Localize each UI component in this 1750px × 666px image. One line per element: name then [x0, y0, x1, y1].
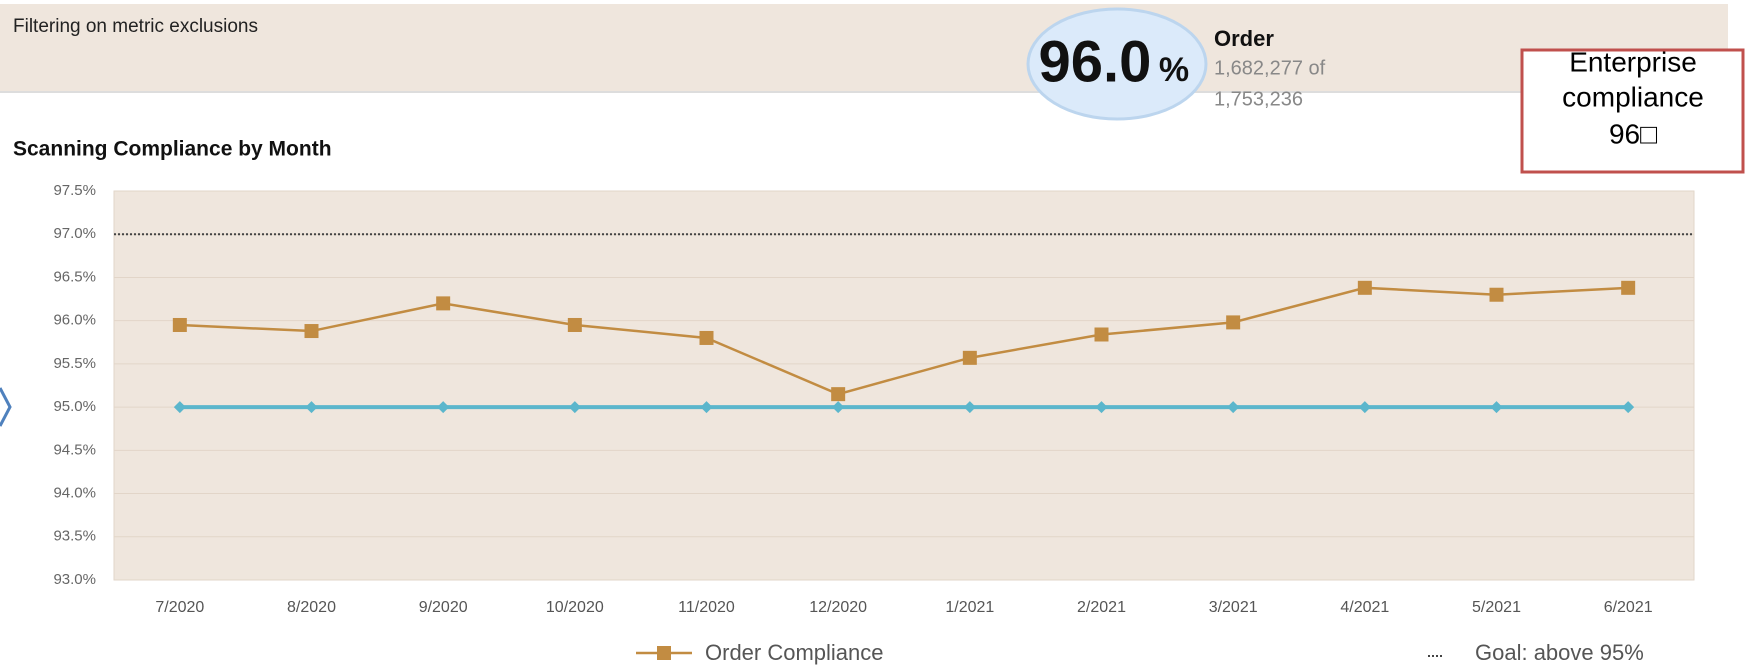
callout-text: compliance: [1562, 81, 1704, 112]
x-tick-label: 4/2021: [1340, 599, 1389, 616]
kpi-value: 96.0: [1039, 29, 1152, 94]
kpi-detail: 1,753,236: [1214, 88, 1303, 110]
marker: [1622, 401, 1635, 414]
marker: [1094, 327, 1109, 342]
x-tick-label: 1/2021: [945, 599, 994, 616]
x-tick-label: 5/2021: [1472, 599, 1521, 616]
plot-area: [113, 190, 1695, 581]
marker: [437, 401, 450, 414]
x-tick-label: 7/2020: [155, 599, 204, 616]
series-line: [179, 286, 1629, 396]
marker: [304, 324, 319, 339]
callout-text: 96□: [1609, 118, 1657, 149]
marker: [1621, 280, 1636, 295]
kpi-bubble: [1026, 7, 1208, 121]
callout-text: Enterprise: [1569, 46, 1697, 77]
x-tick-label: 2/2021: [1077, 599, 1126, 616]
x-tick-label: 6/2021: [1604, 599, 1653, 616]
marker: [1490, 401, 1503, 414]
filter-text: Filtering on metric exclusions: [13, 16, 258, 37]
side-arrow: [0, 387, 12, 427]
y-tick-label: 96.0%: [53, 312, 96, 329]
legend-label: Goal: above 95%: [1475, 640, 1644, 665]
y-tick-label: 97.5%: [53, 182, 96, 199]
marker: [831, 387, 846, 402]
marker: [700, 401, 713, 414]
y-tick-label: 94.5%: [53, 441, 96, 458]
kpi-label: Order: [1214, 26, 1274, 51]
x-tick-label: 10/2020: [546, 599, 604, 616]
x-tick-label: 8/2020: [287, 599, 336, 616]
marker: [436, 296, 451, 311]
marker: [962, 350, 977, 365]
x-tick-label: 12/2020: [809, 599, 867, 616]
marker: [567, 317, 582, 332]
marker: [305, 401, 318, 414]
kpi-unit: %: [1159, 51, 1189, 89]
y-tick-label: 96.5%: [53, 268, 96, 285]
marker: [1227, 401, 1240, 414]
marker: [963, 401, 976, 414]
marker: [1226, 315, 1241, 330]
y-tick-label: 93.0%: [53, 571, 96, 588]
marker: [1095, 401, 1108, 414]
y-tick-label: 97.0%: [53, 225, 96, 242]
y-tick-label: 95.0%: [53, 398, 96, 415]
marker: [1489, 287, 1504, 302]
marker: [1357, 280, 1372, 295]
y-tick-label: 95.5%: [53, 355, 96, 372]
x-tick-label: 3/2021: [1209, 599, 1258, 616]
marker: [173, 401, 186, 414]
marker: [568, 401, 581, 414]
legend-symbol: [657, 646, 671, 660]
callout-box: [1520, 48, 1745, 174]
x-tick-label: 9/2020: [419, 599, 468, 616]
x-tick-label: 11/2020: [678, 599, 735, 616]
legend-label: Order Compliance: [705, 640, 884, 665]
marker: [172, 317, 187, 332]
y-tick-label: 94.0%: [53, 485, 96, 502]
y-tick-label: 93.5%: [53, 528, 96, 545]
marker: [699, 330, 714, 345]
marker: [1358, 401, 1371, 414]
kpi-detail: 1,682,277 of: [1214, 57, 1326, 79]
marker: [832, 401, 845, 414]
filter-panel: [0, 4, 1728, 92]
chart-title: Scanning Compliance by Month: [13, 138, 332, 161]
